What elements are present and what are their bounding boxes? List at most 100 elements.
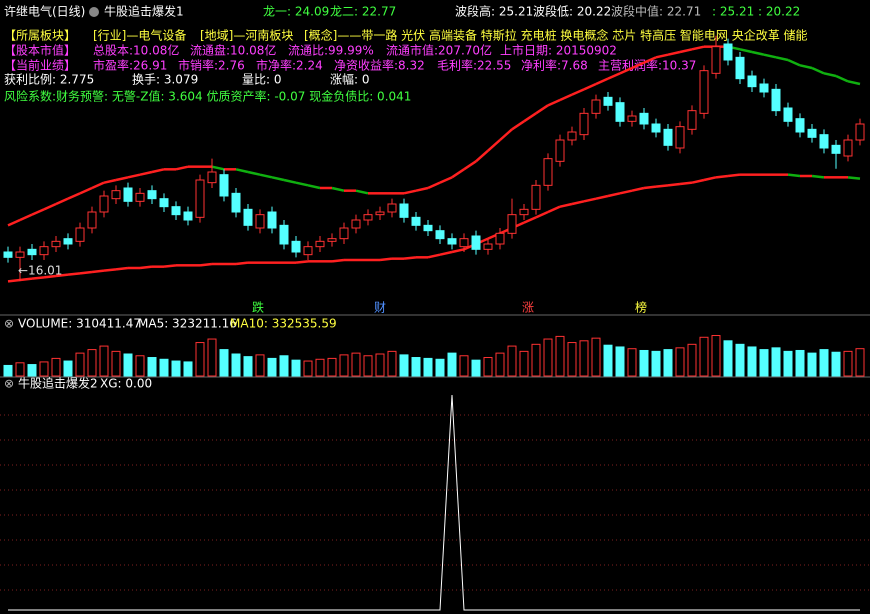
volume-bar (555, 335, 565, 377)
candle-body (519, 208, 529, 216)
volume-bar (579, 340, 589, 377)
candle-body (387, 203, 397, 213)
tag: 跌 (252, 300, 264, 315)
volume-bar (291, 359, 301, 377)
candle-body (207, 171, 217, 184)
header: 许继电气(日线) 牛股追击爆发1 龙一: 24.09 龙二: 22.77 波段高… (4, 4, 800, 19)
band-line (475, 149, 489, 163)
tags: 跌 财 涨 榜 (252, 300, 647, 315)
volume-bar (315, 358, 325, 377)
info: 换手: 3.079 (132, 73, 198, 87)
band-line (247, 170, 261, 176)
band-line (535, 210, 549, 219)
band-line (199, 262, 213, 267)
band-line (787, 58, 801, 67)
band-line (667, 182, 681, 187)
band-line (67, 272, 81, 276)
band-line (619, 189, 633, 195)
candle-body (279, 224, 289, 245)
candle-body (591, 99, 601, 114)
candle-body (699, 70, 709, 114)
band-line (619, 66, 633, 75)
band-line (103, 268, 117, 272)
candle-body (315, 240, 325, 248)
band-line (751, 50, 765, 56)
volume-bar (39, 361, 49, 377)
candle-body (555, 139, 565, 162)
candle-body (243, 208, 253, 226)
volume-bar (543, 338, 553, 377)
dragon2: 龙二: 22.77 (330, 5, 396, 19)
band-line (259, 173, 273, 179)
band-line (583, 82, 597, 91)
indicator-name: 牛股追击爆发1 (104, 4, 184, 19)
stock-name: 许继电气(日线) (4, 4, 85, 19)
band-line (211, 165, 225, 171)
band-line (31, 208, 45, 216)
band-line (439, 250, 453, 256)
volume-bar (87, 349, 97, 377)
band-line (427, 253, 441, 259)
candle-body (759, 83, 769, 93)
candle-body (423, 224, 433, 232)
info: 【所属板块】 [行业]—电气设备 [地域]—河南板块 [概念]——带一路 光伏 … (4, 28, 808, 104)
band-line (67, 192, 81, 200)
panel-icon: ⊗ (4, 377, 14, 391)
volume-bar (363, 355, 373, 377)
low-annotation: ←16.01 (18, 264, 62, 278)
band-line (691, 178, 705, 184)
volume-bar (747, 346, 757, 377)
candle-body (855, 123, 865, 141)
band-line (307, 184, 321, 190)
band-line (799, 64, 813, 70)
candle-body (843, 139, 853, 157)
info: 【所属板块】 (4, 29, 76, 43)
vol-ma10: MA10: 332535.59 (230, 317, 337, 331)
candle-body (195, 179, 205, 218)
band-line (487, 139, 501, 152)
volume-bar (447, 352, 457, 377)
band-line (571, 200, 585, 206)
volume-bar (531, 343, 541, 377)
candle-body (747, 75, 757, 88)
xg-line (8, 394, 860, 611)
band-line (631, 61, 645, 70)
volume-bar (459, 355, 469, 377)
band-line (127, 173, 141, 179)
volume-bar (807, 352, 817, 377)
volume-bar (375, 353, 385, 377)
band-line (235, 168, 249, 174)
candle-body (819, 134, 829, 149)
volume-bar (423, 357, 433, 377)
info: 流通市值:207.70亿 (386, 43, 492, 58)
band-line (91, 181, 105, 190)
volume-bar (675, 347, 685, 377)
candle-body (147, 190, 157, 200)
band-line (667, 50, 681, 56)
band-line (463, 160, 477, 171)
info: 获利比例: 2.775 (4, 73, 94, 87)
volume-bar (399, 354, 409, 377)
volume-bar (735, 343, 745, 377)
volume-bar (135, 355, 145, 377)
volume-bar (507, 345, 517, 377)
candle-body (63, 238, 73, 245)
band-line (163, 264, 177, 268)
volume-bar (147, 357, 157, 377)
volume-bar (387, 350, 397, 377)
volume-bar (831, 351, 841, 377)
band-line (7, 218, 21, 227)
candle-body (615, 102, 625, 122)
band-line (139, 170, 153, 176)
volume-bar (219, 349, 229, 377)
band-line (811, 66, 825, 75)
volume-bar (711, 335, 721, 377)
info: 市盈率:26.91 (93, 58, 167, 73)
band-line (763, 53, 777, 59)
volume-bar (171, 360, 181, 377)
candle-body (567, 131, 577, 141)
volume-bar (207, 338, 217, 377)
wave-high: 波段高: 25.21 (455, 4, 533, 19)
